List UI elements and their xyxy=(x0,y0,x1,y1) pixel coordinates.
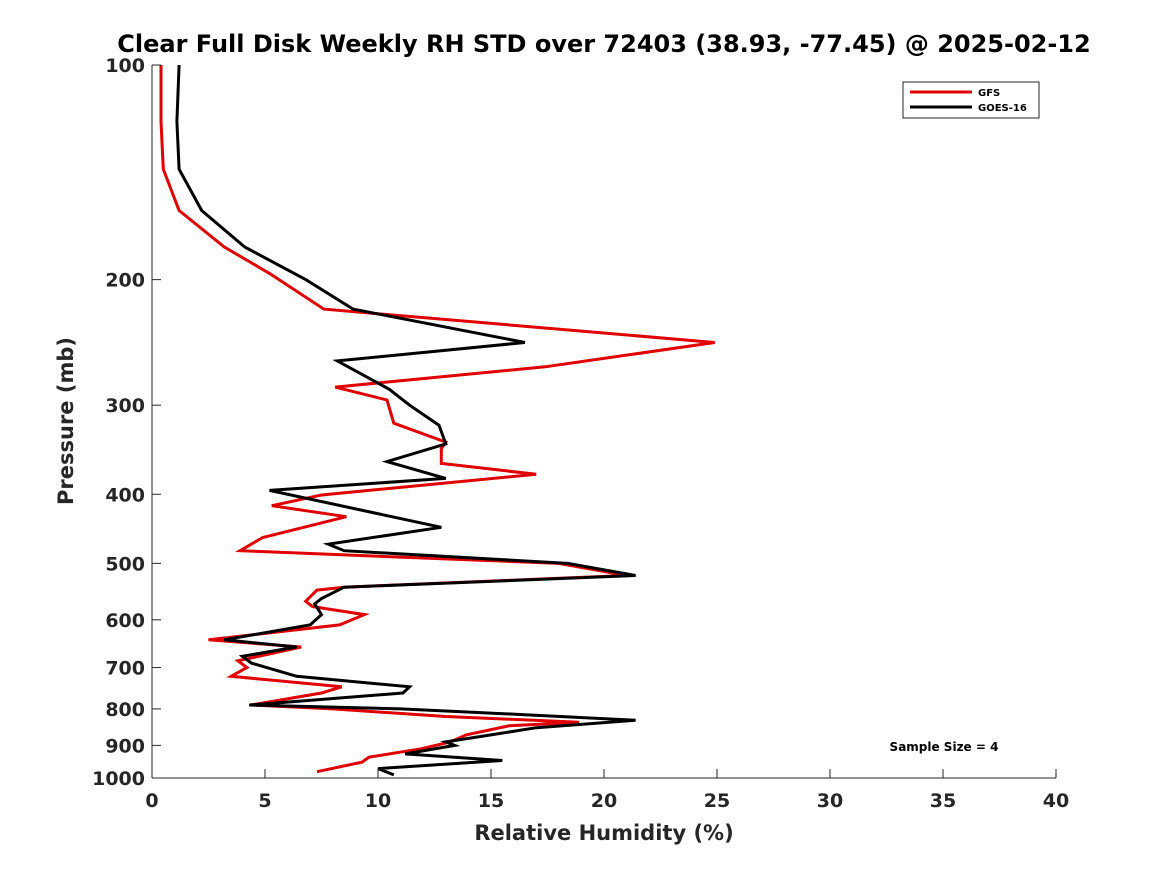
x-tick-label: 0 xyxy=(145,790,158,812)
series-layer xyxy=(159,64,715,777)
x-tick-label: 25 xyxy=(704,790,730,812)
y-tick-label: 1000 xyxy=(92,768,145,790)
series-line-goes-16 xyxy=(175,64,636,777)
x-axis-label: Relative Humidity (%) xyxy=(474,821,733,845)
y-tick-label: 900 xyxy=(105,735,145,757)
sample-size-annotation: Sample Size = 4 xyxy=(890,740,999,754)
y-tick-label: 500 xyxy=(105,553,145,575)
y-ticks: 100 200 300 400 500 600 700 800 900 1000 xyxy=(92,55,161,790)
x-tick-label: 15 xyxy=(478,790,504,812)
y-tick-label: 600 xyxy=(105,610,145,632)
x-tick-label: 40 xyxy=(1043,790,1069,812)
x-tick-label: 5 xyxy=(258,790,271,812)
x-tick-label: 35 xyxy=(930,790,956,812)
x-ticks: 0 5 10 15 20 25 30 35 40 xyxy=(145,769,1069,812)
x-tick-label: 20 xyxy=(591,790,617,812)
chart-title: Clear Full Disk Weekly RH STD over 72403… xyxy=(117,30,1090,58)
y-tick-label: 200 xyxy=(105,270,145,292)
y-axis-label: Pressure (mb) xyxy=(54,337,78,505)
x-tick-label: 10 xyxy=(365,790,391,812)
legend-box xyxy=(902,81,1040,119)
plot-area xyxy=(152,65,1056,778)
legend-label-goes16: GOES-16 xyxy=(978,103,1027,114)
x-tick-label: 30 xyxy=(817,790,843,812)
legend: GFS GOES-16 xyxy=(902,81,1040,119)
legend-label-gfs: GFS xyxy=(978,88,1000,99)
y-tick-label: 100 xyxy=(105,55,145,77)
y-tick-label: 700 xyxy=(105,658,145,680)
y-tick-label: 800 xyxy=(105,699,145,721)
y-tick-label: 400 xyxy=(105,484,145,506)
y-tick-label: 300 xyxy=(105,395,145,417)
